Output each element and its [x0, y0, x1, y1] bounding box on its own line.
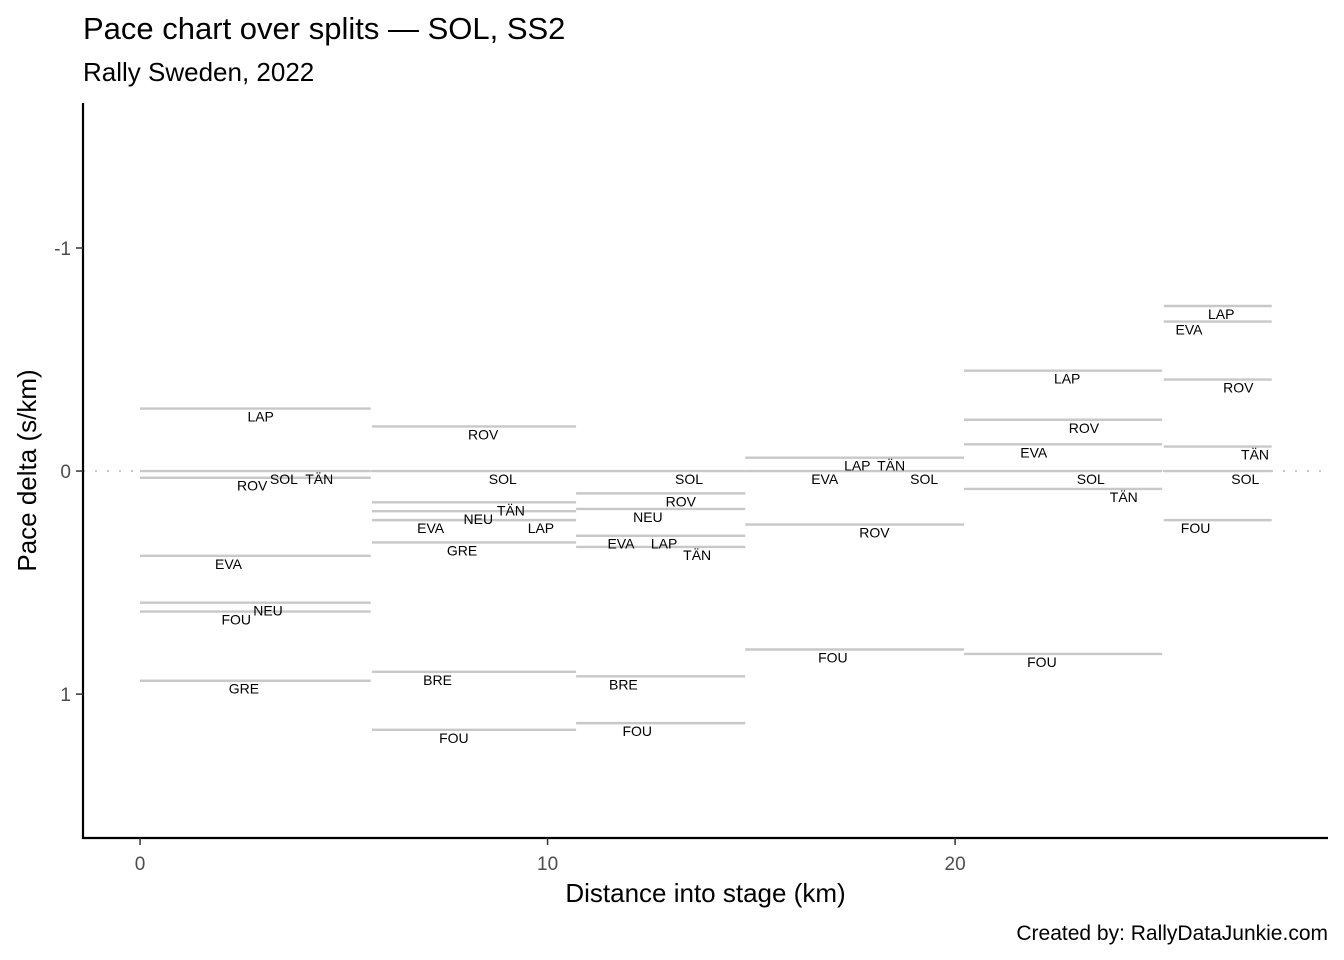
segments-layer	[140, 304, 1272, 732]
split-segment-6	[1163, 304, 1272, 522]
driver-label-eva: EVA	[215, 556, 243, 572]
driver-label-neu: NEU	[253, 603, 283, 619]
driver-label-fou: FOU	[439, 730, 469, 746]
driver-label-sol: SOL	[1231, 471, 1259, 487]
split-segment-2	[371, 425, 577, 732]
driver-label-gre: GRE	[229, 681, 259, 697]
driver-label-neu: NEU	[464, 511, 494, 527]
y-tick-label: 1	[60, 685, 71, 706]
driver-label-tän: TÄN	[877, 458, 905, 474]
driver-label-lap: LAP	[247, 409, 273, 425]
chart-title: Pace chart over splits — SOL, SS2	[83, 11, 566, 46]
ticks-layer: 0 10 20 -1 0 1	[54, 239, 966, 875]
driver-label-eva: EVA	[1176, 322, 1204, 338]
x-tick-label: 0	[135, 854, 146, 875]
x-tick-label: 10	[537, 854, 558, 875]
chart-subtitle: Rally Sweden, 2022	[83, 57, 315, 87]
driver-label-rov: ROV	[237, 478, 268, 494]
driver-label-rov: ROV	[666, 493, 697, 509]
driver-label-tän: TÄN	[305, 471, 333, 487]
driver-label-bre: BRE	[609, 676, 638, 692]
x-axis-title: Distance into stage (km)	[565, 878, 845, 908]
driver-label-eva: EVA	[607, 536, 635, 552]
driver-label-lap: LAP	[844, 458, 870, 474]
y-tick-label: -1	[54, 239, 71, 260]
driver-label-fou: FOU	[622, 723, 652, 739]
driver-label-tän: TÄN	[1241, 447, 1269, 463]
driver-label-tän: TÄN	[1110, 489, 1138, 505]
driver-label-sol: SOL	[270, 471, 298, 487]
driver-label-bre: BRE	[423, 672, 452, 688]
driver-label-fou: FOU	[1181, 520, 1211, 536]
driver-label-fou: FOU	[1027, 654, 1057, 670]
driver-label-sol: SOL	[675, 471, 703, 487]
y-tick-label: 0	[60, 462, 71, 483]
split-segment-5	[964, 369, 1163, 656]
split-segment-3	[576, 469, 746, 725]
driver-label-rov: ROV	[468, 426, 499, 442]
driver-label-sol: SOL	[1077, 471, 1105, 487]
driver-label-eva: EVA	[1020, 444, 1048, 460]
driver-label-eva: EVA	[811, 471, 839, 487]
driver-label-lap: LAP	[1054, 371, 1080, 387]
driver-label-rov: ROV	[1223, 380, 1254, 396]
driver-label-tän: TÄN	[497, 502, 525, 518]
driver-label-gre: GRE	[447, 542, 477, 558]
driver-label-fou: FOU	[818, 650, 848, 666]
driver-label-lap: LAP	[528, 520, 554, 536]
driver-label-rov: ROV	[1069, 420, 1100, 436]
driver-label-tän: TÄN	[683, 547, 711, 563]
split-segment-4	[745, 456, 965, 651]
driver-label-sol: SOL	[489, 471, 517, 487]
split-segment-1	[140, 407, 371, 682]
driver-label-lap: LAP	[651, 536, 677, 552]
driver-label-neu: NEU	[633, 509, 663, 525]
driver-label-fou: FOU	[221, 612, 251, 628]
driver-label-lap: LAP	[1208, 306, 1234, 322]
driver-label-eva: EVA	[417, 520, 445, 536]
chart-caption: Created by: RallyDataJunkie.com	[1016, 922, 1328, 945]
x-tick-label: 20	[945, 854, 966, 875]
driver-label-rov: ROV	[859, 525, 890, 541]
y-axis-title: Pace delta (s/km)	[12, 369, 42, 571]
driver-label-sol: SOL	[910, 471, 938, 487]
